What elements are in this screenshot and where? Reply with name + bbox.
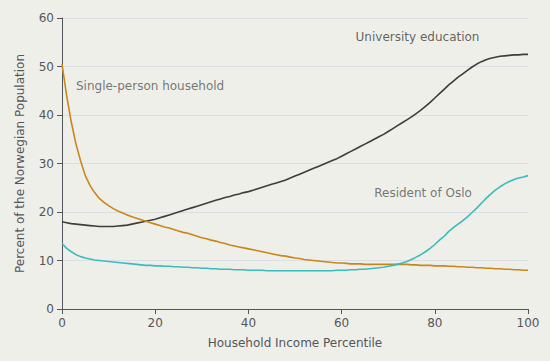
svg-text:10: 10 <box>39 254 54 268</box>
svg-text:20: 20 <box>39 205 54 219</box>
svg-text:University education: University education <box>356 30 480 44</box>
svg-text:Single-person household: Single-person household <box>76 79 224 93</box>
svg-text:20: 20 <box>148 316 163 330</box>
svg-text:40: 40 <box>39 108 54 122</box>
svg-text:Resident of Oslo: Resident of Oslo <box>374 186 472 200</box>
svg-text:60: 60 <box>39 11 54 25</box>
svg-text:0: 0 <box>46 302 54 316</box>
svg-text:80: 80 <box>427 316 442 330</box>
svg-text:100: 100 <box>517 316 540 330</box>
svg-text:50: 50 <box>39 60 54 74</box>
svg-text:30: 30 <box>39 157 54 171</box>
svg-text:Percent of the Norwegian Popul: Percent of the Norwegian Population <box>13 54 27 273</box>
svg-text:0: 0 <box>58 316 66 330</box>
svg-text:40: 40 <box>241 316 256 330</box>
svg-text:60: 60 <box>334 316 349 330</box>
svg-text:Household Income Percentile: Household Income Percentile <box>208 336 383 350</box>
